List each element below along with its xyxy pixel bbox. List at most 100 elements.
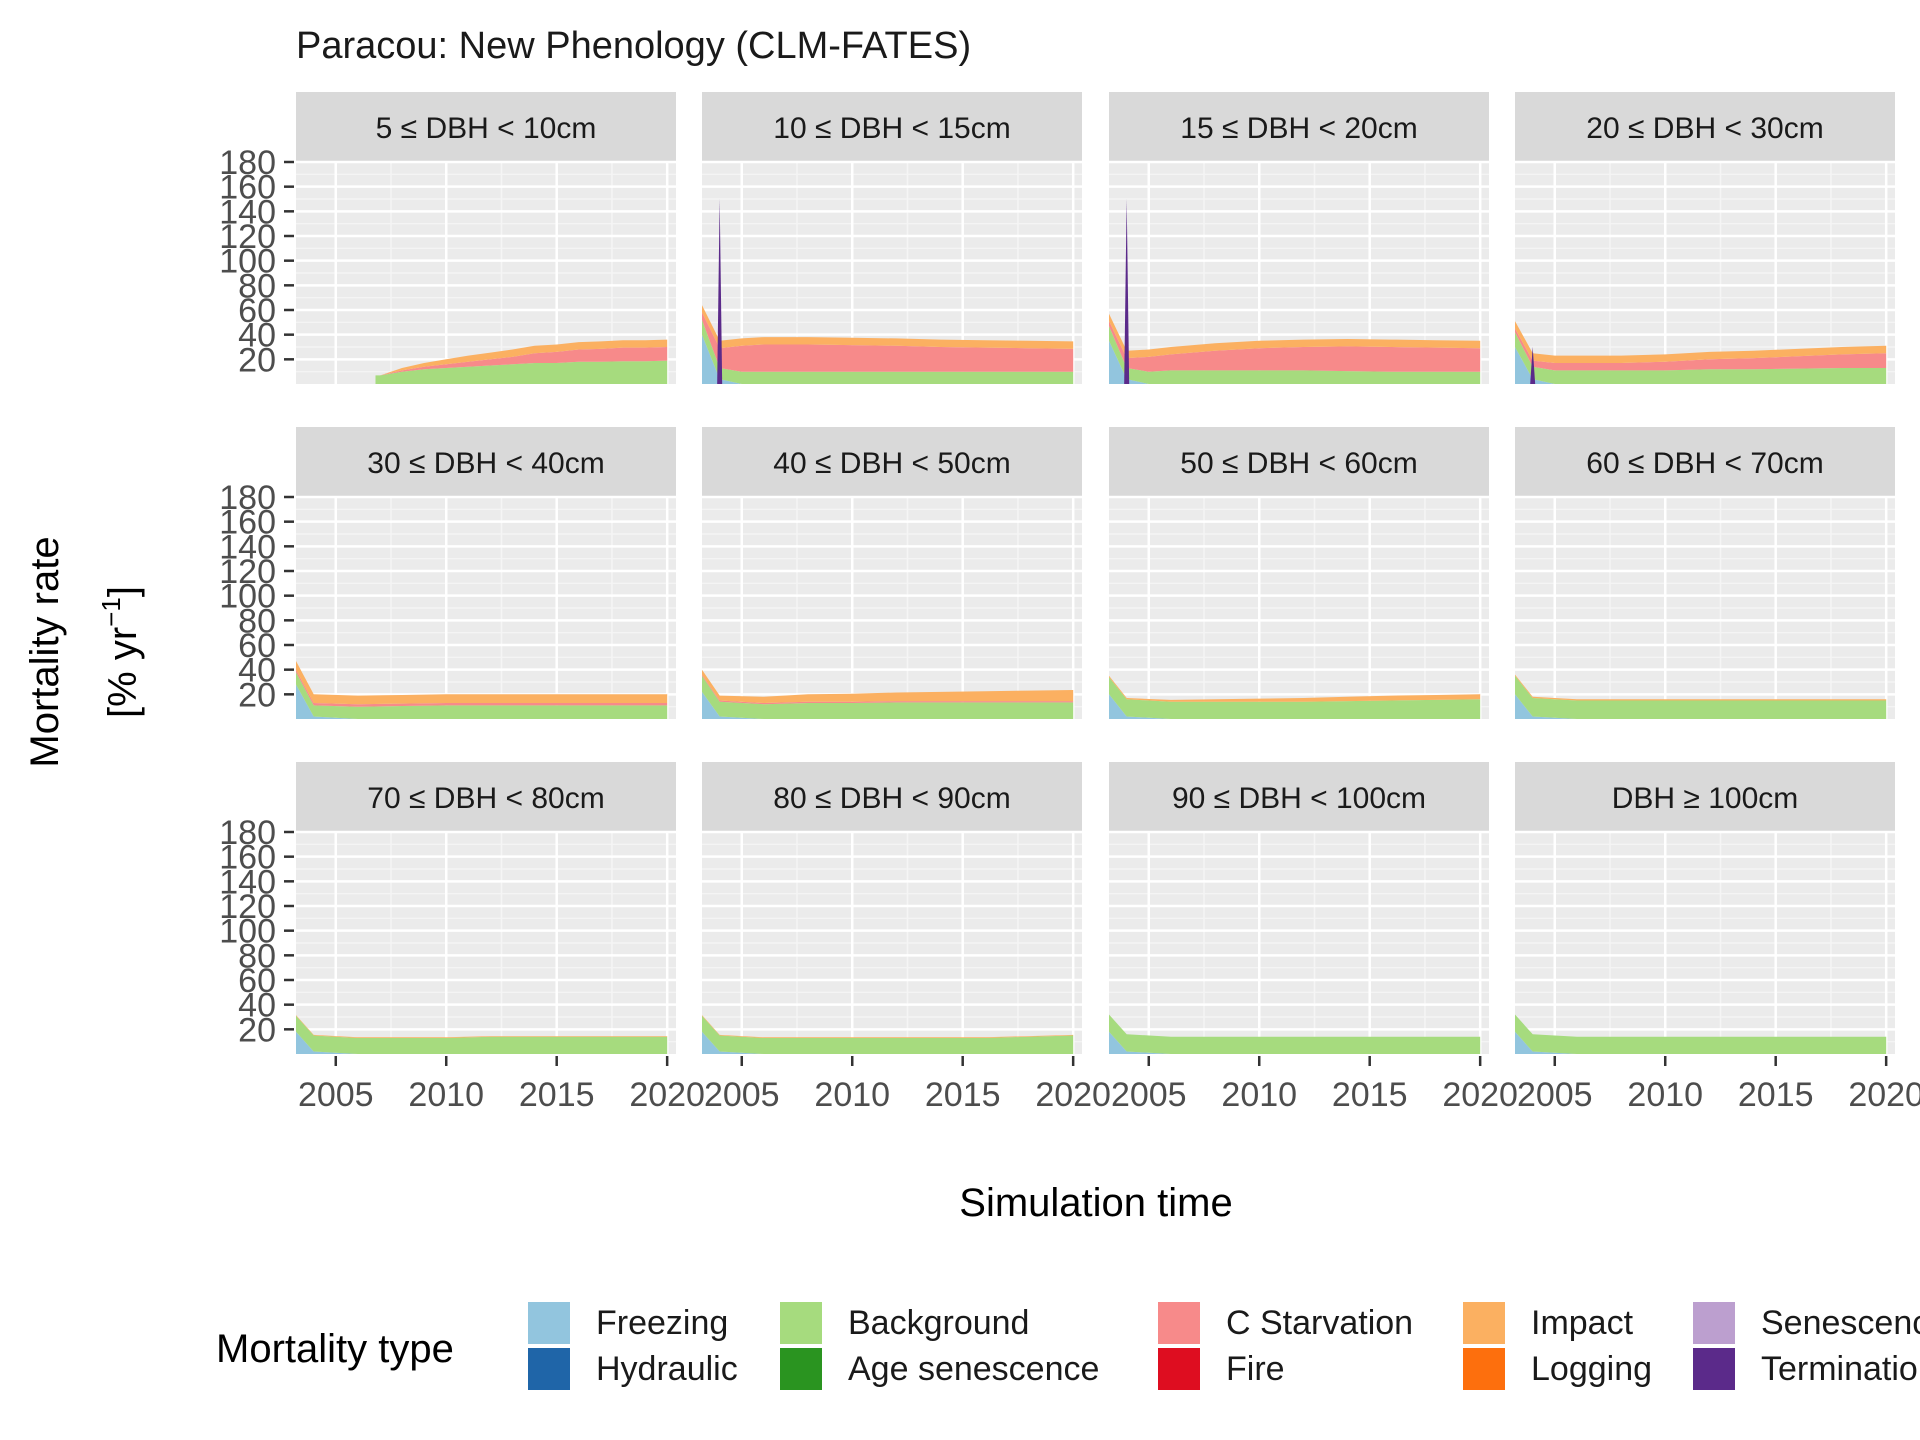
area-impact	[1515, 321, 1887, 363]
area-impact	[296, 661, 668, 705]
y-tick-label: 80	[238, 602, 276, 640]
y-tick-label: 140	[219, 863, 276, 901]
area-background	[702, 1015, 1074, 1054]
y-tick-label: 140	[219, 193, 276, 231]
y-tick-label: 40	[238, 987, 276, 1025]
y-tick-label: 20	[238, 341, 276, 379]
area-c-starvation	[1515, 328, 1887, 371]
facet-strip-label: 70 ≤ DBH < 80cm	[367, 782, 604, 815]
area-c-starvation	[1109, 321, 1481, 372]
facet-strip-label: 30 ≤ DBH < 40cm	[367, 447, 604, 480]
legend-label: Background	[848, 1304, 1029, 1342]
y-axis-title-line1: Mortality rate	[23, 536, 67, 767]
y-tick-label: 160	[219, 169, 276, 207]
facet-panels: 5 ≤ DBH < 10cm 10 ≤ DBH < 15cm 15 ≤ DBH < …	[296, 92, 1895, 1054]
facet-panel: 90 ≤ DBH < 100cm	[1109, 762, 1489, 1054]
facet-strip-label: 15 ≤ DBH < 20cm	[1180, 112, 1417, 145]
y-tick-label: 80	[238, 937, 276, 975]
facet-strip	[702, 427, 1082, 497]
facet-panel: 15 ≤ DBH < 20cm	[1109, 92, 1489, 384]
area-c-starvation	[702, 312, 1074, 372]
y-axis-title-line2: [% yr−1]	[96, 586, 145, 718]
y-tick-label: 100	[219, 578, 276, 616]
legend-label: Senescence	[1761, 1304, 1920, 1342]
area-background	[1109, 1014, 1481, 1054]
y-tick-label: 60	[238, 962, 276, 1000]
facet-panel: 50 ≤ DBH < 60cm	[1109, 427, 1489, 719]
y-axis-unit-exponent: −1	[96, 597, 126, 627]
y-tick-label: 160	[219, 504, 276, 542]
facet-panel: 10 ≤ DBH < 15cm	[702, 92, 1082, 384]
y-tick-label: 20	[238, 1011, 276, 1049]
facet-strip-label: 20 ≤ DBH < 30cm	[1586, 112, 1823, 145]
facet-strip	[1515, 427, 1895, 497]
legend-key	[1463, 1302, 1505, 1344]
legend-label: Fire	[1226, 1350, 1285, 1388]
area-background	[375, 360, 668, 384]
termination-spike	[1530, 347, 1536, 384]
legend-key	[1693, 1348, 1735, 1390]
chart-title: Paracou: New Phenology (CLM-FATES)	[296, 25, 971, 67]
y-tick-label: 160	[219, 839, 276, 877]
y-axis-title: Mortality rate [% yr−1]	[23, 536, 145, 767]
y-tick-label: 140	[219, 528, 276, 566]
legend-label: Termination	[1761, 1350, 1920, 1388]
x-tick-label: 2020	[1848, 1076, 1920, 1114]
area-impact	[702, 305, 1074, 349]
x-tick-label: 2010	[1627, 1076, 1703, 1114]
y-tick-label: 100	[219, 243, 276, 281]
facet-panel: 5 ≤ DBH < 10cm	[296, 92, 676, 384]
legend-key	[780, 1348, 822, 1390]
legend-key	[528, 1348, 570, 1390]
facet-strip	[1515, 92, 1895, 162]
x-tick-label: 2015	[1332, 1076, 1408, 1114]
area-background	[1515, 332, 1887, 384]
y-tick-label: 60	[238, 627, 276, 665]
area-background	[1109, 677, 1481, 719]
area-impact	[1515, 674, 1887, 701]
area-background	[1515, 675, 1887, 719]
facet-strip-label: 50 ≤ DBH < 60cm	[1180, 447, 1417, 480]
area-impact	[702, 669, 1074, 703]
facet-panel: 40 ≤ DBH < 50cm	[702, 427, 1082, 719]
legend-label: Age senescence	[848, 1350, 1099, 1388]
y-tick-label: 180	[219, 814, 276, 852]
legend-label: Freezing	[596, 1304, 728, 1342]
facet-panel: 60 ≤ DBH < 70cm	[1515, 427, 1895, 719]
legend-label: Logging	[1531, 1350, 1652, 1388]
facet-strip	[1109, 92, 1489, 162]
x-tick-label: 2020	[629, 1076, 705, 1114]
facet-strip-label: 5 ≤ DBH < 10cm	[376, 112, 597, 145]
facet-panel: 80 ≤ DBH < 90cm	[702, 762, 1082, 1054]
legend-key	[528, 1302, 570, 1344]
facet-strip	[702, 762, 1082, 832]
facet-strip	[296, 762, 676, 832]
legend-key	[1158, 1348, 1200, 1390]
y-axis-unit: [% yr	[101, 627, 145, 718]
facet-strip	[1109, 427, 1489, 497]
x-tick-label: 2020	[1035, 1076, 1111, 1114]
legend-key	[780, 1302, 822, 1344]
legend-title: Mortality type	[216, 1327, 454, 1371]
x-axis-title: Simulation time	[959, 1181, 1232, 1225]
facet-strip	[1515, 762, 1895, 832]
x-tick-label: 2015	[1738, 1076, 1814, 1114]
x-tick-label: 2015	[925, 1076, 1001, 1114]
x-tick-label: 2010	[814, 1076, 890, 1114]
y-tick-label: 120	[219, 218, 276, 256]
facet-panel: 70 ≤ DBH < 80cm	[296, 762, 676, 1054]
x-tick-label: 2005	[704, 1076, 780, 1114]
area-c-starvation	[375, 347, 668, 376]
facet-strip	[702, 92, 1082, 162]
area-impact	[1109, 313, 1481, 359]
termination-spike	[1124, 199, 1130, 384]
y-axis-unit-close: ]	[101, 586, 145, 597]
facet-panel: DBH ≥ 100cm	[1515, 762, 1895, 1054]
legend-label: C Starvation	[1226, 1304, 1413, 1342]
area-impact	[1109, 675, 1481, 702]
legend-key	[1463, 1348, 1505, 1390]
facet-strip	[296, 92, 676, 162]
x-tick-label: 2010	[1221, 1076, 1297, 1114]
facet-strip-label: 90 ≤ DBH < 100cm	[1172, 782, 1426, 815]
